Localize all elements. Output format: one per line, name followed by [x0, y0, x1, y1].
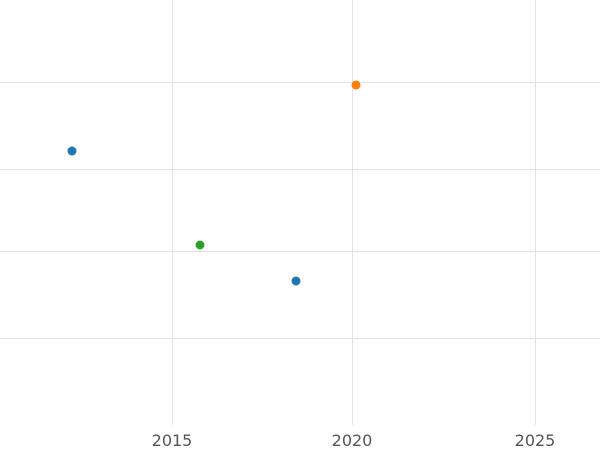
point-blue-2018 — [291, 276, 301, 286]
x-axis-tick-label: 2015 — [151, 431, 193, 450]
vertical-gridline — [535, 0, 536, 425]
x-axis-tick-label: 2020 — [331, 431, 373, 450]
horizontal-gridline — [0, 251, 600, 252]
horizontal-gridline — [0, 169, 600, 170]
point-green-2016 — [195, 240, 205, 250]
horizontal-gridline — [0, 338, 600, 339]
horizontal-gridline — [0, 82, 600, 83]
x-axis-tick-label: 2025 — [514, 431, 556, 450]
point-orange-2020 — [351, 80, 361, 90]
vertical-gridline — [172, 0, 173, 425]
vertical-gridline — [352, 0, 353, 425]
point-blue-2012 — [67, 146, 77, 156]
